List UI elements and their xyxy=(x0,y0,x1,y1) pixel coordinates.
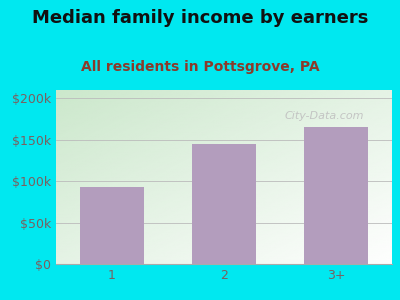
Text: City-Data.com: City-Data.com xyxy=(284,111,364,121)
Text: Median family income by earners: Median family income by earners xyxy=(32,9,368,27)
Text: All residents in Pottsgrove, PA: All residents in Pottsgrove, PA xyxy=(81,60,319,74)
Bar xyxy=(304,127,368,264)
Bar xyxy=(192,144,256,264)
Bar xyxy=(80,187,144,264)
